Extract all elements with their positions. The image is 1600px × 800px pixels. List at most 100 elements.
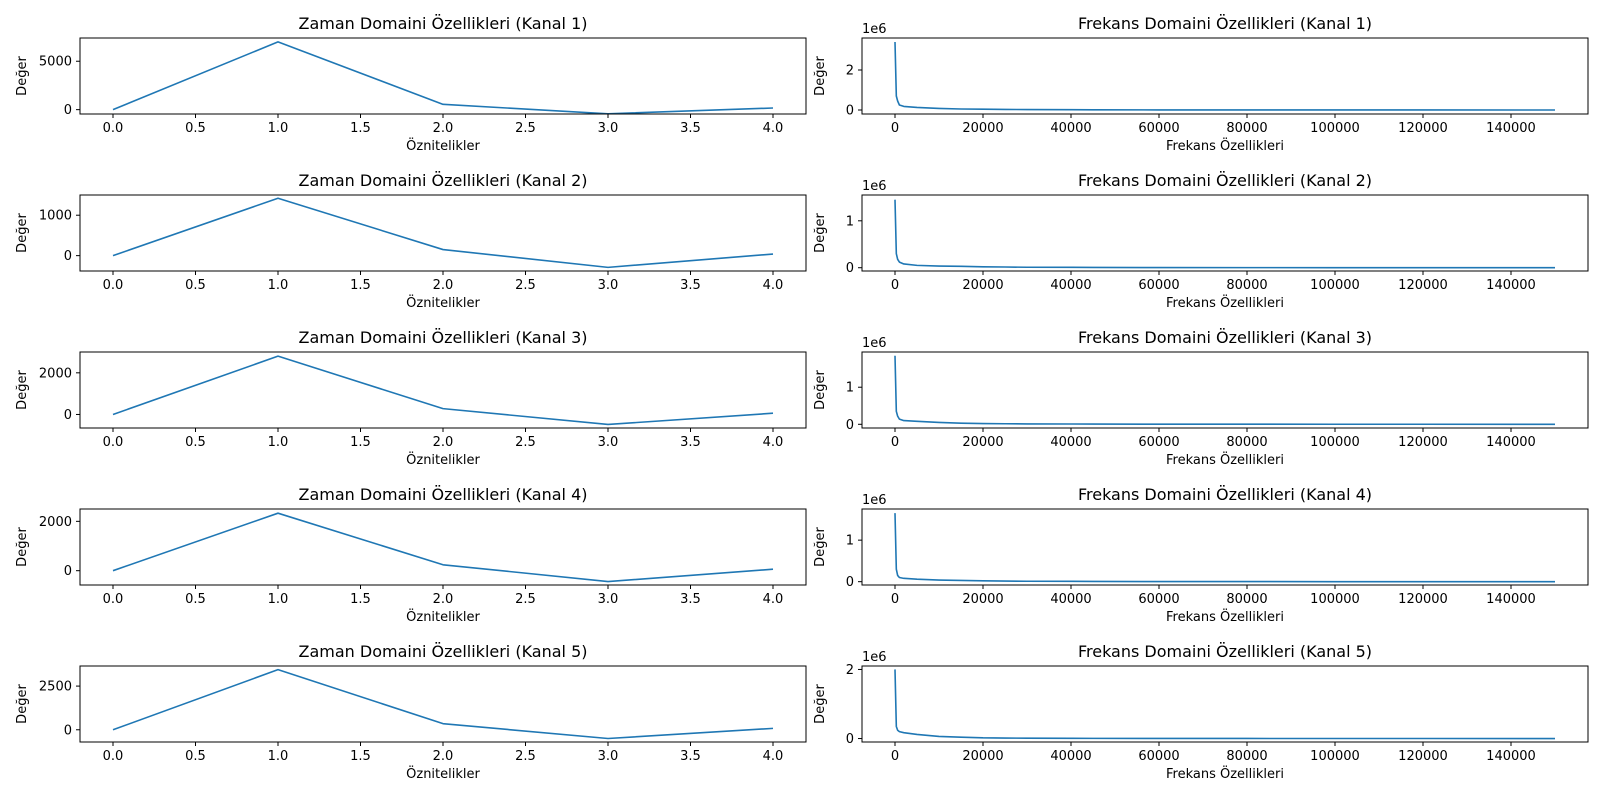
axes-frame [861, 665, 1589, 743]
y-axis-label: Değer [15, 527, 30, 567]
y-tick-label: 1 [846, 534, 854, 549]
subplot-frekans-kanal-4: Frekans Domaini Özellikleri (Kanal 4) 0 20… [813, 485, 1589, 625]
x-tick-label: 140000 [1486, 435, 1536, 450]
x-tick-label: 80000 [1226, 435, 1267, 450]
x-tick-label: 0.0 [103, 592, 124, 607]
x-tick-label: 0.0 [103, 121, 124, 136]
x-tick-label: 0 [891, 435, 899, 450]
axes-frame [861, 194, 1589, 272]
x-tick-label: 1.0 [268, 121, 289, 136]
x-tick-label: 3.0 [598, 592, 619, 607]
x-tick-label: 140000 [1486, 121, 1536, 136]
subplot-zaman-kanal-2: Zaman Domaini Özellikleri (Kanal 2) 0.0 0.… [15, 171, 807, 311]
x-axis-label: Frekans Özellikleri [1166, 137, 1284, 154]
x-tick-label: 2.0 [433, 121, 454, 136]
x-tick-label: 4.0 [763, 121, 784, 136]
y-offset-text: 1e6 [862, 179, 887, 194]
x-tick-label: 120000 [1398, 749, 1448, 764]
x-tick-label: 4.0 [763, 278, 784, 293]
x-tick-label: 40000 [1050, 749, 1091, 764]
x-tick-label: 120000 [1398, 592, 1448, 607]
series-line [112, 41, 774, 114]
x-tick-label: 3.5 [680, 121, 701, 136]
axes-frame [79, 37, 807, 115]
x-tick-label: 100000 [1310, 592, 1360, 607]
x-tick-label: 100000 [1310, 749, 1360, 764]
x-tick-label: 3.5 [680, 592, 701, 607]
x-axis-label: Frekans Özellikleri [1166, 608, 1284, 625]
x-tick-label: 3.0 [598, 749, 619, 764]
x-axis-label: Öznitelikler [406, 608, 480, 625]
x-tick-label: 3.0 [598, 278, 619, 293]
y-tick-label: 2 [846, 64, 854, 79]
y-tick-label: 2500 [39, 680, 72, 695]
x-tick-label: 80000 [1226, 749, 1267, 764]
x-tick-label: 40000 [1050, 278, 1091, 293]
y-tick-label: 0 [846, 104, 854, 119]
x-tick-label: 0 [891, 749, 899, 764]
y-tick-label: 2000 [39, 515, 72, 530]
y-axis-label: Değer [15, 370, 30, 410]
series-line [112, 668, 774, 740]
x-tick-label: 2.0 [433, 435, 454, 450]
subplot-title: Frekans Domaini Özellikleri (Kanal 1) [1078, 14, 1372, 33]
x-tick-label: 4.0 [763, 435, 784, 450]
x-tick-label: 60000 [1138, 592, 1179, 607]
x-tick-label: 0.0 [103, 749, 124, 764]
series-line [894, 199, 1556, 269]
x-axis-label: Frekans Özellikleri [1166, 451, 1284, 468]
x-tick-label: 2.5 [515, 278, 536, 293]
x-tick-label: 0.5 [185, 749, 206, 764]
y-offset-text: 1e6 [862, 650, 887, 665]
x-axis-label: Öznitelikler [406, 294, 480, 311]
y-tick-label: 0 [846, 261, 854, 276]
y-axis-label: Değer [813, 527, 828, 567]
y-tick-label: 2 [846, 663, 854, 678]
subplot-frekans-kanal-1: Frekans Domaini Özellikleri (Kanal 1)0 20… [813, 14, 1589, 154]
y-axis-label: Değer [813, 684, 828, 724]
x-tick-label: 80000 [1226, 592, 1267, 607]
series-line [894, 41, 1556, 111]
subplot-title: Frekans Domaini Özellikleri (Kanal 2) [1078, 171, 1372, 190]
x-tick-label: 0.5 [185, 592, 206, 607]
x-axis-label: Öznitelikler [406, 451, 480, 468]
y-axis-label: Değer [813, 370, 828, 410]
x-tick-label: 3.0 [598, 121, 619, 136]
axes-frame [79, 665, 807, 743]
x-tick-label: 2.5 [515, 592, 536, 607]
subplot-title: Zaman Domaini Özellikleri (Kanal 5) [299, 642, 588, 661]
y-offset-text: 1e6 [862, 336, 887, 351]
subplot-title: Frekans Domaini Özellikleri (Kanal 3) [1078, 328, 1372, 347]
subplot-zaman-kanal-4: Zaman Domaini Özellikleri (Kanal 4) 0.0 0.… [15, 485, 807, 625]
x-tick-label: 80000 [1226, 278, 1267, 293]
x-tick-label: 20000 [962, 435, 1003, 450]
x-tick-label: 2.0 [433, 592, 454, 607]
subplot-title: Zaman Domaini Özellikleri (Kanal 1) [299, 14, 588, 33]
x-tick-label: 140000 [1486, 278, 1536, 293]
x-tick-label: 4.0 [763, 749, 784, 764]
x-tick-label: 2.0 [433, 749, 454, 764]
series-line [894, 513, 1556, 583]
x-tick-label: 0.0 [103, 278, 124, 293]
x-tick-label: 140000 [1486, 749, 1536, 764]
x-tick-label: 3.5 [680, 749, 701, 764]
x-tick-label: 0.0 [103, 435, 124, 450]
y-axis-label: Değer [15, 213, 30, 253]
x-tick-label: 120000 [1398, 278, 1448, 293]
subplot-zaman-kanal-5: Zaman Domaini Özellikleri (Kanal 5) 0.0 0.… [15, 642, 807, 782]
x-tick-label: 3.5 [680, 278, 701, 293]
y-axis-label: Değer [813, 56, 828, 96]
x-tick-label: 1.0 [268, 278, 289, 293]
x-tick-label: 80000 [1226, 121, 1267, 136]
subplot-frekans-kanal-5: Frekans Domaini Özellikleri (Kanal 5)0 20… [813, 642, 1589, 782]
x-tick-label: 0.5 [185, 435, 206, 450]
y-tick-label: 1 [846, 214, 854, 229]
x-tick-label: 100000 [1310, 121, 1360, 136]
x-axis-label: Öznitelikler [406, 765, 480, 782]
x-tick-label: 2.5 [515, 749, 536, 764]
series-line [894, 669, 1556, 740]
x-tick-label: 20000 [962, 749, 1003, 764]
x-tick-label: 1.5 [350, 278, 371, 293]
x-tick-label: 2.5 [515, 435, 536, 450]
y-tick-label: 0 [846, 575, 854, 590]
